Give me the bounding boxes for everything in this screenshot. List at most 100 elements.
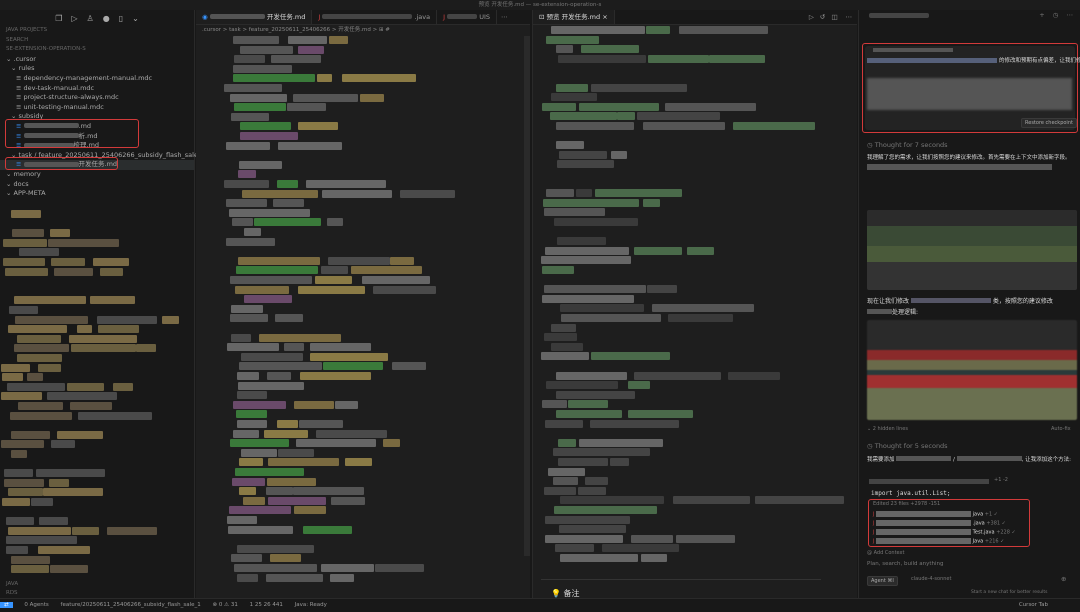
obscured-text xyxy=(647,54,709,63)
obscured-text xyxy=(3,469,33,478)
chat-input[interactable]: Plan, search, build anything xyxy=(867,561,944,567)
scrollbar[interactable] xyxy=(524,36,530,556)
run-icon[interactable]: ▷ xyxy=(71,13,78,23)
obscured-text xyxy=(558,438,576,447)
obscured-text xyxy=(8,306,38,314)
edited-summary[interactable]: Edited 23 files +2978 -151 xyxy=(873,501,941,507)
cursor-tab-status[interactable]: Cursor Tab xyxy=(1018,602,1048,608)
edited-file-row[interactable]: J Java +216 ✓ xyxy=(873,538,1005,545)
obscured-text xyxy=(19,248,60,257)
run-icon[interactable]: ▷ xyxy=(808,13,814,21)
obscured-text xyxy=(10,450,27,458)
obscured-text xyxy=(372,285,436,294)
obscured-text xyxy=(541,352,590,361)
chat-actions[interactable]: + ◷ ⋯ xyxy=(1039,11,1076,19)
tab-dev-task[interactable]: ◉ 开发任务.md xyxy=(196,10,313,24)
tree-folder[interactable]: ⌄ APP-META xyxy=(0,189,194,199)
tree-folder[interactable]: ⌄ memory xyxy=(0,170,194,180)
section-header[interactable]: SEARCH xyxy=(6,36,29,43)
more-icon[interactable]: ⌄ xyxy=(132,13,139,23)
obscured-text xyxy=(90,296,136,305)
model-select[interactable]: claude-4-sonnet xyxy=(911,576,952,582)
user-message-text: 的修改和预期有点偏差，让我们修改一下 xyxy=(999,58,1080,64)
status-bar: ⇄ 0 Agents feature/20250611_25406266_sub… xyxy=(0,598,1080,612)
code-obscured xyxy=(224,36,530,598)
extensions-icon[interactable]: ● xyxy=(102,13,110,23)
obscured-text xyxy=(541,256,631,265)
hidden-lines-toggle[interactable]: ⌄ 2 hidden lines xyxy=(867,426,908,432)
obscured-text xyxy=(71,344,136,353)
send-icon[interactable]: ⊕ xyxy=(1061,575,1067,583)
obscured-text xyxy=(224,84,283,92)
obscured-text xyxy=(237,391,267,400)
obscured-text xyxy=(50,258,86,266)
more-icon[interactable]: ⋯ xyxy=(845,13,853,21)
section-header[interactable]: SE-EXTENSION-OPERATION-S xyxy=(6,46,86,53)
remote-icon[interactable]: ⇄ xyxy=(0,602,13,608)
obscured-text xyxy=(93,258,130,266)
obscured-text xyxy=(320,266,348,275)
obscured-text xyxy=(548,467,586,476)
java-status[interactable]: Java: Ready xyxy=(294,602,327,608)
tree-file[interactable]: ≡ 梳理.md xyxy=(0,141,194,151)
obscured-text xyxy=(668,314,734,322)
restore-checkpoint-button[interactable]: Restore checkpoint xyxy=(1021,118,1077,128)
agents-status[interactable]: 0 Agents xyxy=(24,602,49,608)
obscured-text xyxy=(556,83,589,92)
highlight-box xyxy=(5,157,118,170)
tab-java[interactable]: J .java xyxy=(312,10,438,24)
tree-file[interactable]: ≡ .md xyxy=(0,122,194,132)
split-icon[interactable]: ◫ xyxy=(831,13,838,21)
problems-status[interactable]: ⊗ 0 ⚠ 31 xyxy=(212,602,238,608)
position-status[interactable]: 1 25 26 441 xyxy=(249,602,283,608)
obscured-text xyxy=(544,486,576,495)
section-java[interactable]: JAVA xyxy=(6,581,19,587)
tree-file[interactable]: ≡ 析.md xyxy=(0,132,194,142)
tree-folder[interactable]: ⌄ docs xyxy=(0,180,194,190)
tree-file[interactable]: ≡ dev-task-manual.mdc xyxy=(0,84,194,94)
obscured-text xyxy=(541,102,576,111)
tab-uis[interactable]: J UIS xyxy=(437,10,498,24)
obscured-text xyxy=(231,304,264,313)
history-icon[interactable]: ↺ xyxy=(819,13,826,21)
add-context-button[interactable]: @ Add Context xyxy=(867,550,905,556)
java-icon: J xyxy=(443,13,446,21)
tree-folder[interactable]: ⌄ rules xyxy=(0,64,194,74)
thought-label[interactable]: ◷ Thought for 7 seconds xyxy=(867,141,948,149)
edited-file-row[interactable]: J java +1 ✓ xyxy=(873,511,998,518)
tree-folder[interactable]: ⌄ .cursor xyxy=(0,55,194,65)
obscured-text xyxy=(637,112,721,121)
tree-file[interactable]: ≡ dependency-management-manual.mdc xyxy=(0,74,194,84)
obscured-text xyxy=(708,54,766,63)
obscured-text xyxy=(265,487,294,496)
code-editor[interactable]: ◉ 开发任务.md J .java J UIS ⋯ .cursor > task… xyxy=(196,10,530,598)
chevron-icon: ⌄ xyxy=(11,112,19,121)
section-rds[interactable]: RDS xyxy=(6,590,18,596)
device-icon[interactable]: ▯ xyxy=(118,13,124,23)
file-tree: JAVA PROJECTS SEARCH SE-EXTENSION-OPERATIO… xyxy=(0,26,205,199)
auto-fix-button[interactable]: Auto-fix xyxy=(1051,426,1071,432)
obscured-text xyxy=(293,487,364,496)
edited-file-row[interactable]: J .java +381 ✓ xyxy=(873,520,1006,527)
obscured-text xyxy=(27,373,43,382)
tree-folder[interactable]: ⌄ subsidy xyxy=(0,112,194,122)
obscured-text xyxy=(233,64,292,73)
agent-mode-select[interactable]: Agent ⌘I xyxy=(867,576,898,586)
sidebar-toolbar: ❐ ▷ ♙ ● ▯ ⌄ xyxy=(0,10,194,26)
new-chat-hint[interactable]: Start a new chat for better results xyxy=(971,590,1048,595)
sidebar: ❐ ▷ ♙ ● ▯ ⌄ JAVA PROJECTS SEARCH SE-EXTENS… xyxy=(0,10,205,598)
more-tabs-icon[interactable]: ⋯ xyxy=(501,13,508,21)
branch-status[interactable]: feature/20250611_25406266_subsidy_flash_… xyxy=(60,602,201,608)
tree-label: project-structure-always.mdc xyxy=(23,93,119,102)
files-icon[interactable]: ❐ xyxy=(55,13,63,23)
tree-file[interactable]: ≡ project-structure-always.mdc xyxy=(0,93,194,103)
tree-file[interactable]: ≡ 开发任务.md xyxy=(0,160,194,170)
section-header[interactable]: JAVA PROJECTS xyxy=(6,27,48,33)
tree-folder[interactable]: ⌄ task / feature_20250611_25406266_subsi… xyxy=(0,151,205,161)
tab-preview[interactable]: ⊡ 预览 开发任务.md × xyxy=(533,10,615,24)
close-icon[interactable]: × xyxy=(602,13,608,21)
thought-label[interactable]: ◷ Thought for 5 seconds xyxy=(867,442,948,450)
tree-file[interactable]: ≡ unit-testing-manual.mdc xyxy=(0,103,194,113)
account-icon[interactable]: ♙ xyxy=(86,13,94,23)
edited-file-row[interactable]: J Test.java +228 ✓ xyxy=(873,529,1016,536)
